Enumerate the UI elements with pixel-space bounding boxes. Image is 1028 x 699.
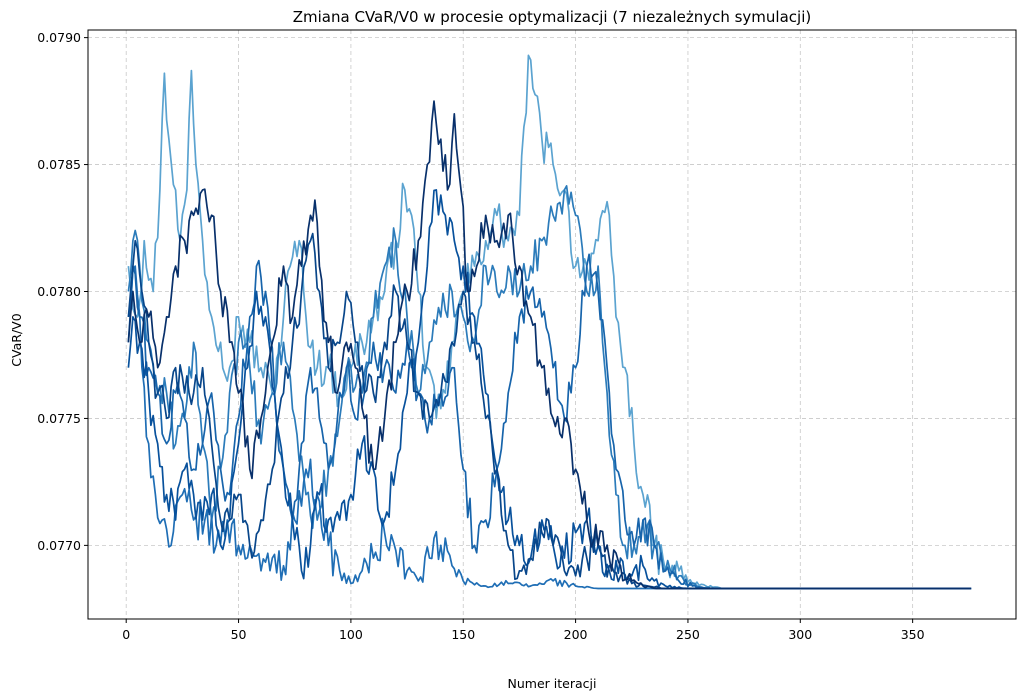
y-tick-label: 0.0780 xyxy=(37,284,81,299)
series-line-7 xyxy=(127,100,972,590)
y-tick-label: 0.0775 xyxy=(37,411,81,426)
x-tick-label: 350 xyxy=(901,627,925,642)
y-tick-label: 0.0770 xyxy=(37,538,81,553)
x-axis-ticks: 0 50 100 150 200 250 300 350 xyxy=(122,619,925,642)
x-tick-label: 200 xyxy=(564,627,588,642)
x-tick-label: 0 xyxy=(122,627,130,642)
y-tick-label: 0.0790 xyxy=(37,30,81,45)
x-tick-label: 300 xyxy=(788,627,812,642)
y-axis-ticks: 0.0770 0.0775 0.0780 0.0785 0.0790 xyxy=(37,30,88,553)
y-tick-label: 0.0785 xyxy=(37,157,81,172)
x-axis-label: Numer iteracji xyxy=(508,676,597,691)
plot-frame xyxy=(87,29,1017,620)
x-tick-label: 250 xyxy=(676,627,700,642)
chart-title: Zmiana CVaR/V0 w procesie optymalizacji … xyxy=(293,8,811,26)
x-tick-label: 100 xyxy=(339,627,363,642)
x-tick-label: 50 xyxy=(231,627,247,642)
series-lines xyxy=(127,54,972,590)
y-axis-label: CVaR/V0 xyxy=(9,313,24,366)
x-tick-label: 150 xyxy=(451,627,475,642)
